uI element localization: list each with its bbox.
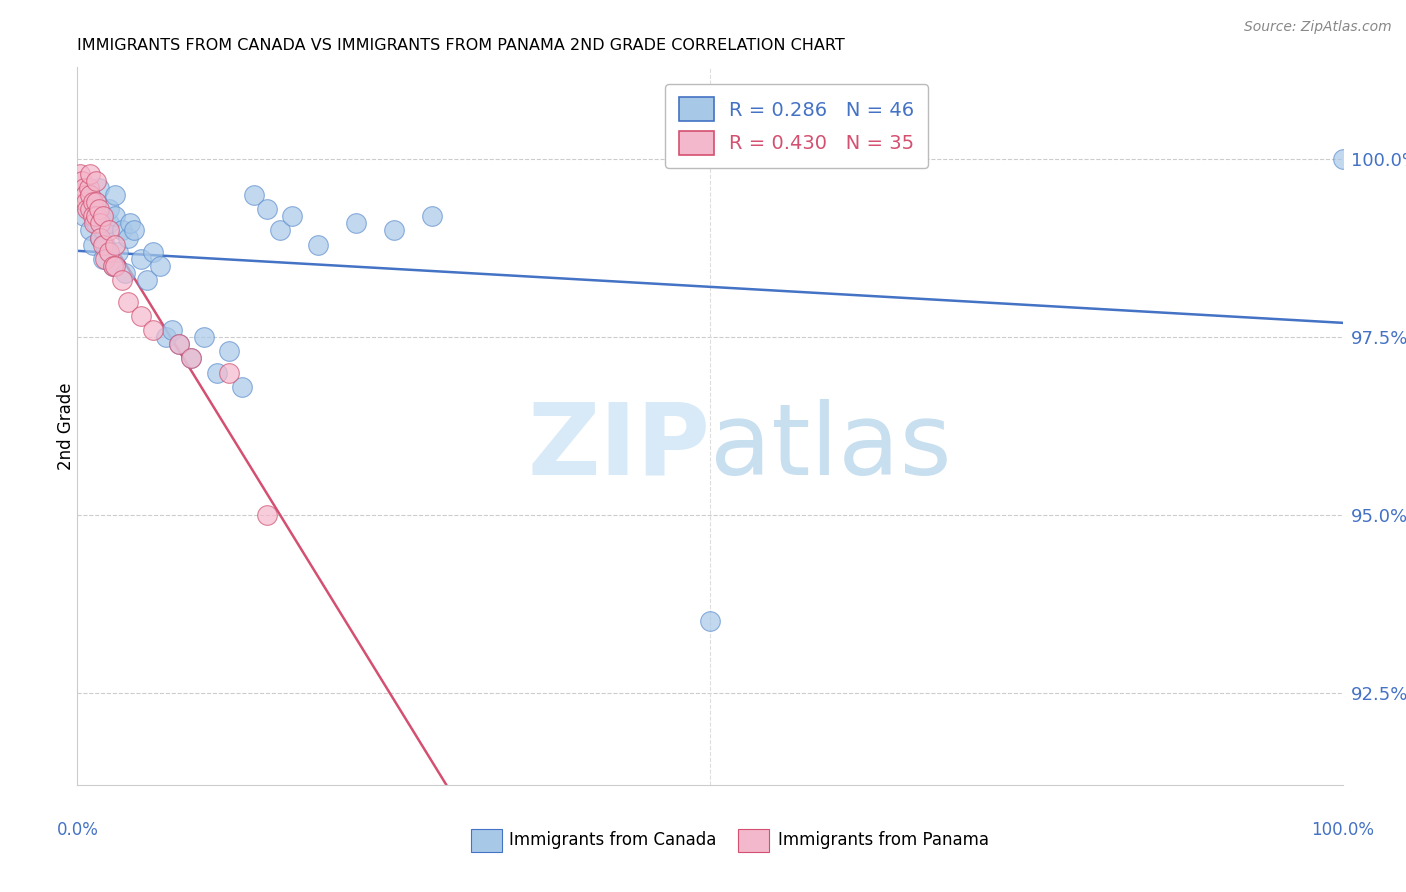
Point [98, 216, 120, 230]
Y-axis label: 2nd Grade: 2nd Grade [58, 382, 75, 470]
Point [114, 266, 136, 280]
Text: Immigrants from Panama: Immigrants from Panama [778, 831, 988, 849]
Text: atlas: atlas [710, 399, 952, 496]
Point [86, 194, 108, 209]
Point [104, 237, 127, 252]
Point [89, 230, 111, 244]
Text: IMMIGRANTS FROM CANADA VS IMMIGRANTS FROM PANAMA 2ND GRADE CORRELATION CHART: IMMIGRANTS FROM CANADA VS IMMIGRANTS FRO… [77, 38, 845, 54]
Point [117, 230, 139, 244]
Point [420, 209, 443, 223]
Point [76, 202, 98, 216]
Point [205, 366, 228, 380]
Point [83, 216, 105, 230]
Point [307, 237, 329, 252]
Point [79, 187, 101, 202]
Point [142, 323, 165, 337]
Point [89, 230, 111, 244]
Point [75, 194, 97, 209]
Point [77, 180, 100, 194]
Point [94, 237, 117, 252]
Point [73, 209, 96, 223]
Point [256, 202, 278, 216]
Point [73, 180, 96, 194]
Point [155, 330, 177, 344]
Point [82, 209, 104, 223]
Point [124, 223, 146, 237]
Point [82, 202, 104, 216]
Point [69, 167, 91, 181]
Point [104, 259, 127, 273]
Point [89, 209, 111, 223]
Point [1331, 153, 1354, 167]
Point [73, 187, 96, 202]
Point [218, 366, 240, 380]
Point [193, 330, 215, 344]
Point [256, 508, 278, 522]
Point [120, 216, 142, 230]
Point [86, 174, 108, 188]
Point [86, 194, 108, 209]
Point [167, 337, 190, 351]
Point [91, 223, 114, 237]
Point [79, 187, 101, 202]
Point [87, 180, 110, 194]
Point [101, 259, 124, 273]
Point [91, 252, 114, 266]
Point [86, 216, 108, 230]
Point [180, 351, 202, 366]
Point [142, 244, 165, 259]
Point [111, 273, 132, 287]
Point [91, 237, 114, 252]
Point [87, 202, 110, 216]
Text: 0.0%: 0.0% [56, 821, 98, 838]
Point [243, 187, 266, 202]
Point [281, 209, 304, 223]
Point [79, 202, 101, 216]
Point [101, 259, 124, 273]
Point [136, 273, 159, 287]
Point [98, 244, 120, 259]
Point [162, 323, 183, 337]
Point [94, 252, 117, 266]
Point [167, 337, 190, 351]
Point [91, 209, 114, 223]
Point [344, 216, 367, 230]
Point [180, 351, 202, 366]
Point [231, 380, 253, 394]
Point [129, 252, 152, 266]
Point [104, 209, 127, 223]
Point [82, 237, 104, 252]
Point [129, 309, 152, 323]
Text: 100.0%: 100.0% [1312, 821, 1374, 838]
Point [79, 223, 101, 237]
Point [79, 167, 101, 181]
Point [72, 174, 94, 188]
Text: Immigrants from Canada: Immigrants from Canada [509, 831, 716, 849]
Point [98, 202, 120, 216]
Text: ZIP: ZIP [527, 399, 710, 496]
Point [149, 259, 172, 273]
Point [111, 223, 132, 237]
Point [98, 223, 120, 237]
Point [269, 223, 291, 237]
Point [104, 187, 127, 202]
Legend: R = 0.286   N = 46, R = 0.430   N = 35: R = 0.286 N = 46, R = 0.430 N = 35 [665, 84, 928, 169]
Point [382, 223, 405, 237]
Point [117, 294, 139, 309]
Point [86, 209, 108, 223]
Point [89, 216, 111, 230]
Point [699, 615, 721, 629]
Point [82, 194, 104, 209]
Point [107, 244, 129, 259]
Point [218, 344, 240, 359]
Text: Source: ZipAtlas.com: Source: ZipAtlas.com [1244, 20, 1392, 34]
